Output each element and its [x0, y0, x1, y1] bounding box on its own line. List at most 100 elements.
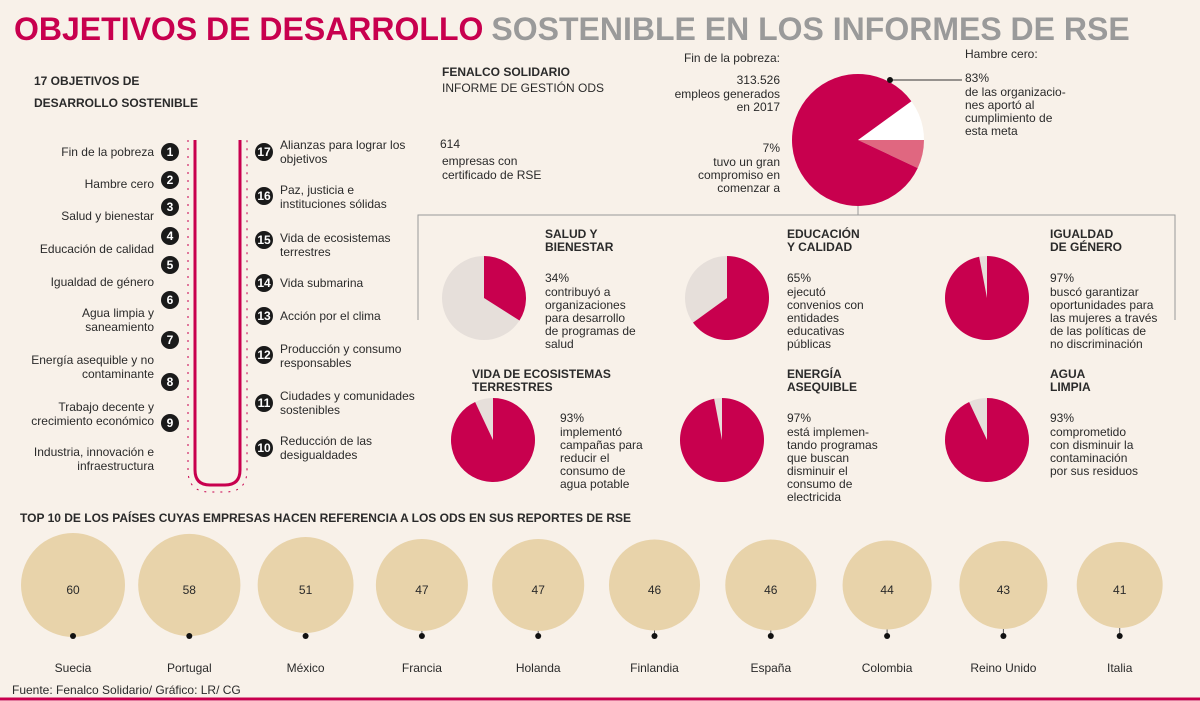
- goal-number: 16: [257, 189, 271, 203]
- goal-label: Alianzas para lograr los: [280, 138, 405, 152]
- country-name: España: [750, 661, 791, 675]
- stem-dot: [70, 633, 76, 639]
- pie-desc: tando programas: [787, 438, 878, 452]
- poverty-value: 7%: [763, 141, 781, 155]
- goal-badge: [161, 198, 179, 216]
- goal-label: Acción por el clima: [280, 309, 381, 323]
- country-value: 46: [764, 583, 778, 597]
- goal-number: 12: [257, 348, 271, 362]
- pie-desc: públicas: [787, 337, 831, 351]
- goal-number: 3: [167, 200, 174, 214]
- goal-badge: [161, 171, 179, 189]
- country-value: 47: [415, 583, 429, 597]
- stem-dot: [884, 633, 891, 639]
- goal-number: 14: [257, 276, 271, 290]
- country-name: Francia: [402, 661, 442, 675]
- pie-desc: las mujeres a través: [1050, 311, 1157, 325]
- pie-desc: contribuyó a: [545, 285, 611, 299]
- count-desc: certificado de RSE: [442, 168, 541, 182]
- pie-desc: contaminación: [1050, 451, 1127, 465]
- stem-dot: [535, 633, 542, 639]
- goal-label: Vida submarina: [280, 276, 363, 290]
- goal-label: responsables: [280, 356, 351, 370]
- goal-badge: [255, 346, 273, 364]
- pie-desc: por sus residuos: [1050, 464, 1138, 478]
- pie-rest: [858, 101, 924, 140]
- report-name: INFORME DE GESTIÓN ODS: [442, 80, 604, 95]
- pie-title: TERRESTRES: [472, 380, 553, 394]
- goal-label: desigualdades: [280, 448, 357, 462]
- goal-number: 1: [167, 145, 174, 159]
- goal-badge: [255, 231, 273, 249]
- pie-title: ENERGÍA: [787, 366, 842, 381]
- pie-slice: [484, 256, 527, 321]
- goal-badge: [161, 143, 179, 161]
- pie-value: 97%: [1050, 271, 1074, 285]
- pie-desc: buscó garantizar: [1050, 285, 1139, 299]
- pie-title: IGUALDAD: [1050, 227, 1114, 241]
- country-bubble: [375, 538, 468, 632]
- hunger-desc: cumplimiento de: [965, 111, 1053, 125]
- pie-desc: está implemen-: [787, 425, 869, 439]
- goal-badge: [161, 331, 179, 349]
- country-value: 41: [1113, 583, 1127, 597]
- goals-title: 17 OBJETIVOS DE: [34, 74, 139, 88]
- pie-value: 93%: [560, 411, 584, 425]
- stem-dot: [186, 633, 193, 639]
- pie-slice: [792, 73, 918, 206]
- country-bubble: [725, 539, 817, 631]
- goal-number: 15: [257, 233, 271, 247]
- goal-label: instituciones sólidas: [280, 197, 387, 211]
- pie-desc: con disminuir la: [1050, 438, 1134, 452]
- goal-label: Ciudades y comunidades: [280, 389, 415, 403]
- goal-label: Paz, justicia e: [280, 183, 354, 197]
- goal-number: 8: [167, 375, 174, 389]
- goal-badge: [255, 394, 273, 412]
- goal-label: saneamiento: [85, 320, 154, 334]
- goal-badge: [161, 414, 179, 432]
- country-value: 47: [532, 583, 546, 597]
- goal-label: terrestres: [280, 245, 331, 259]
- goal-badge: [255, 143, 273, 161]
- goal-label: sostenibles: [280, 403, 340, 417]
- pie-title: AGUA: [1050, 367, 1086, 381]
- pie-title: SALUD Y: [545, 227, 597, 241]
- country-value: 51: [299, 583, 313, 597]
- stem-dot: [418, 633, 425, 639]
- pie-desc: de las políticas de: [1050, 324, 1146, 338]
- connector: [417, 205, 1176, 320]
- pie-title: ASEQUIBLE: [787, 380, 857, 394]
- goal-label: Industria, innovación e: [34, 445, 154, 459]
- pie-title: LIMPIA: [1050, 380, 1091, 394]
- goal-label: Educación de calidad: [40, 242, 154, 256]
- pie-slice: [945, 256, 1030, 340]
- goal-label: Agua limpia y: [82, 306, 154, 320]
- country-bubble: [608, 539, 701, 631]
- goal-badge: [255, 439, 273, 457]
- pie-desc: consumo de: [560, 464, 626, 478]
- country-bubble: [21, 533, 125, 637]
- hunger-desc: esta meta: [965, 124, 1018, 138]
- poverty-title: Fin de la pobreza:: [684, 51, 780, 65]
- goal-badge: [161, 256, 179, 274]
- hunger-desc: nes aportó al: [965, 98, 1034, 112]
- pie-value: 93%: [1050, 411, 1074, 425]
- country-value: 60: [66, 583, 80, 597]
- goal-label: Fin de la pobreza: [61, 145, 154, 159]
- pie-title: DE GÉNERO: [1050, 239, 1122, 254]
- stem-dot: [1116, 633, 1123, 639]
- pie-desc: educativas: [787, 324, 844, 338]
- hunger-title: Hambre cero:: [965, 47, 1038, 61]
- pie-desc: de programas de: [545, 324, 636, 338]
- org-name: FENALCO SOLIDARIO: [442, 65, 570, 79]
- goal-number: 7: [167, 333, 174, 347]
- pie-title: EDUCACIÓN: [787, 226, 860, 241]
- country-value: 43: [997, 583, 1011, 597]
- country-name: Italia: [1107, 661, 1133, 675]
- goal-label: Reducción de las: [280, 434, 372, 448]
- pie-value: 34%: [545, 271, 569, 285]
- poverty-desc: tuvo un gran: [713, 155, 780, 169]
- country-bubble: [257, 537, 354, 633]
- stem-dot: [651, 633, 658, 639]
